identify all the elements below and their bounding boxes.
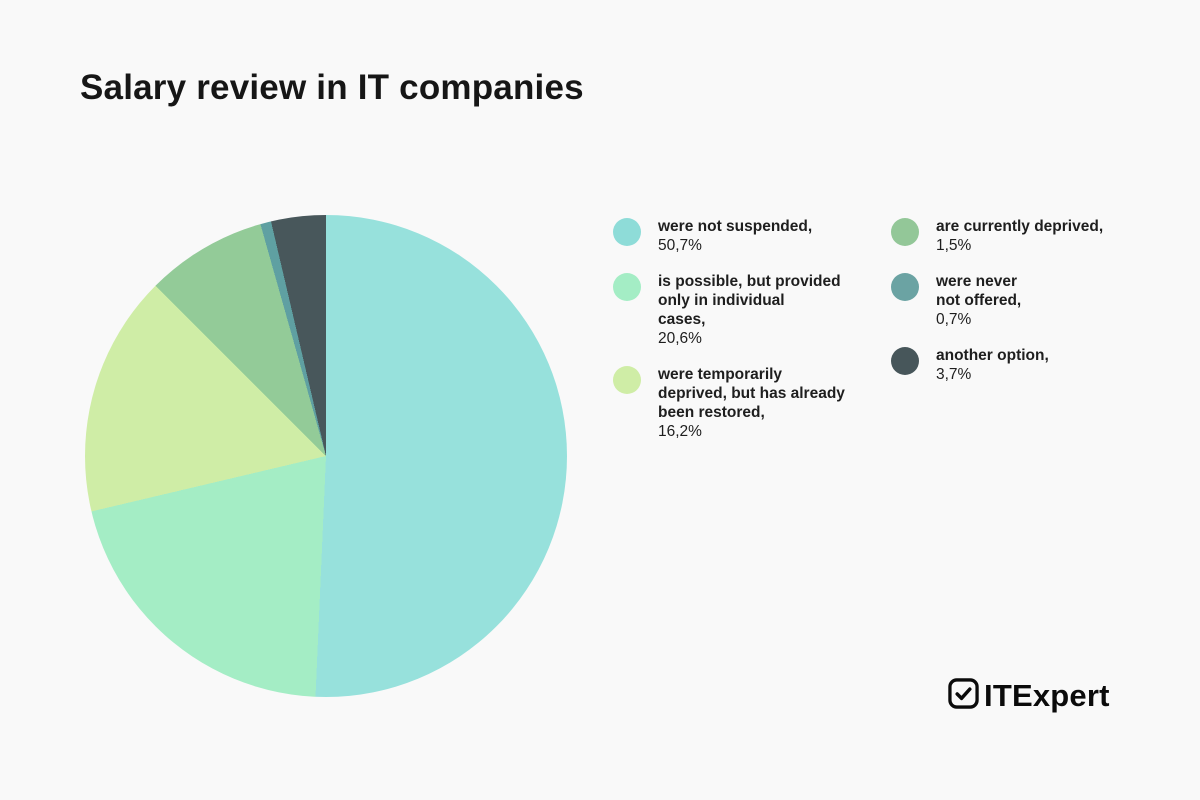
- legend-value: 3,7%: [936, 366, 972, 383]
- checkbox-check-icon: [948, 678, 984, 714]
- legend-label: another option,: [936, 347, 1049, 364]
- legend-item-were-not-suspended: were not suspended, 50,7%: [613, 217, 885, 255]
- legend-column-left: were not suspended, 50,7% is possible, b…: [613, 217, 885, 441]
- legend-value: 50,7%: [658, 237, 702, 254]
- legend-item-currently-deprived: are currently deprived, 1,5%: [891, 217, 1151, 255]
- pie-chart: [85, 215, 567, 697]
- legend-swatch: [891, 347, 919, 375]
- logo-text: ITExpert: [984, 678, 1110, 713]
- legend-item-temporarily-deprived: were temporarily deprived, but has alrea…: [613, 365, 885, 441]
- legend-swatch: [891, 218, 919, 246]
- legend-item-never-offered: were never not offered, 0,7%: [891, 272, 1151, 329]
- legend-label: are currently deprived,: [936, 218, 1104, 235]
- legend-label: were not suspended,: [658, 218, 813, 235]
- legend-swatch: [891, 273, 919, 301]
- legend-value: 1,5%: [936, 237, 972, 254]
- legend-value: 16,2%: [658, 423, 702, 440]
- page-title: Salary review in IT companies: [80, 68, 584, 107]
- legend-label: were temporarily deprived, but has alrea…: [658, 366, 845, 421]
- legend-swatch: [613, 273, 641, 301]
- legend-item-is-possible: is possible, but provided only in indivi…: [613, 272, 885, 348]
- legend-value: 20,6%: [658, 330, 702, 347]
- legend-swatch: [613, 218, 641, 246]
- legend-label: is possible, but provided only in indivi…: [658, 273, 841, 328]
- legend-item-another-option: another option, 3,7%: [891, 346, 1151, 384]
- legend-column-right: are currently deprived, 1,5% were never …: [891, 217, 1151, 384]
- legend-value: 0,7%: [936, 311, 972, 328]
- legend-swatch: [613, 366, 641, 394]
- legend-label: were never not offered,: [936, 273, 1022, 309]
- itexpert-logo: ITExpert: [948, 678, 1110, 714]
